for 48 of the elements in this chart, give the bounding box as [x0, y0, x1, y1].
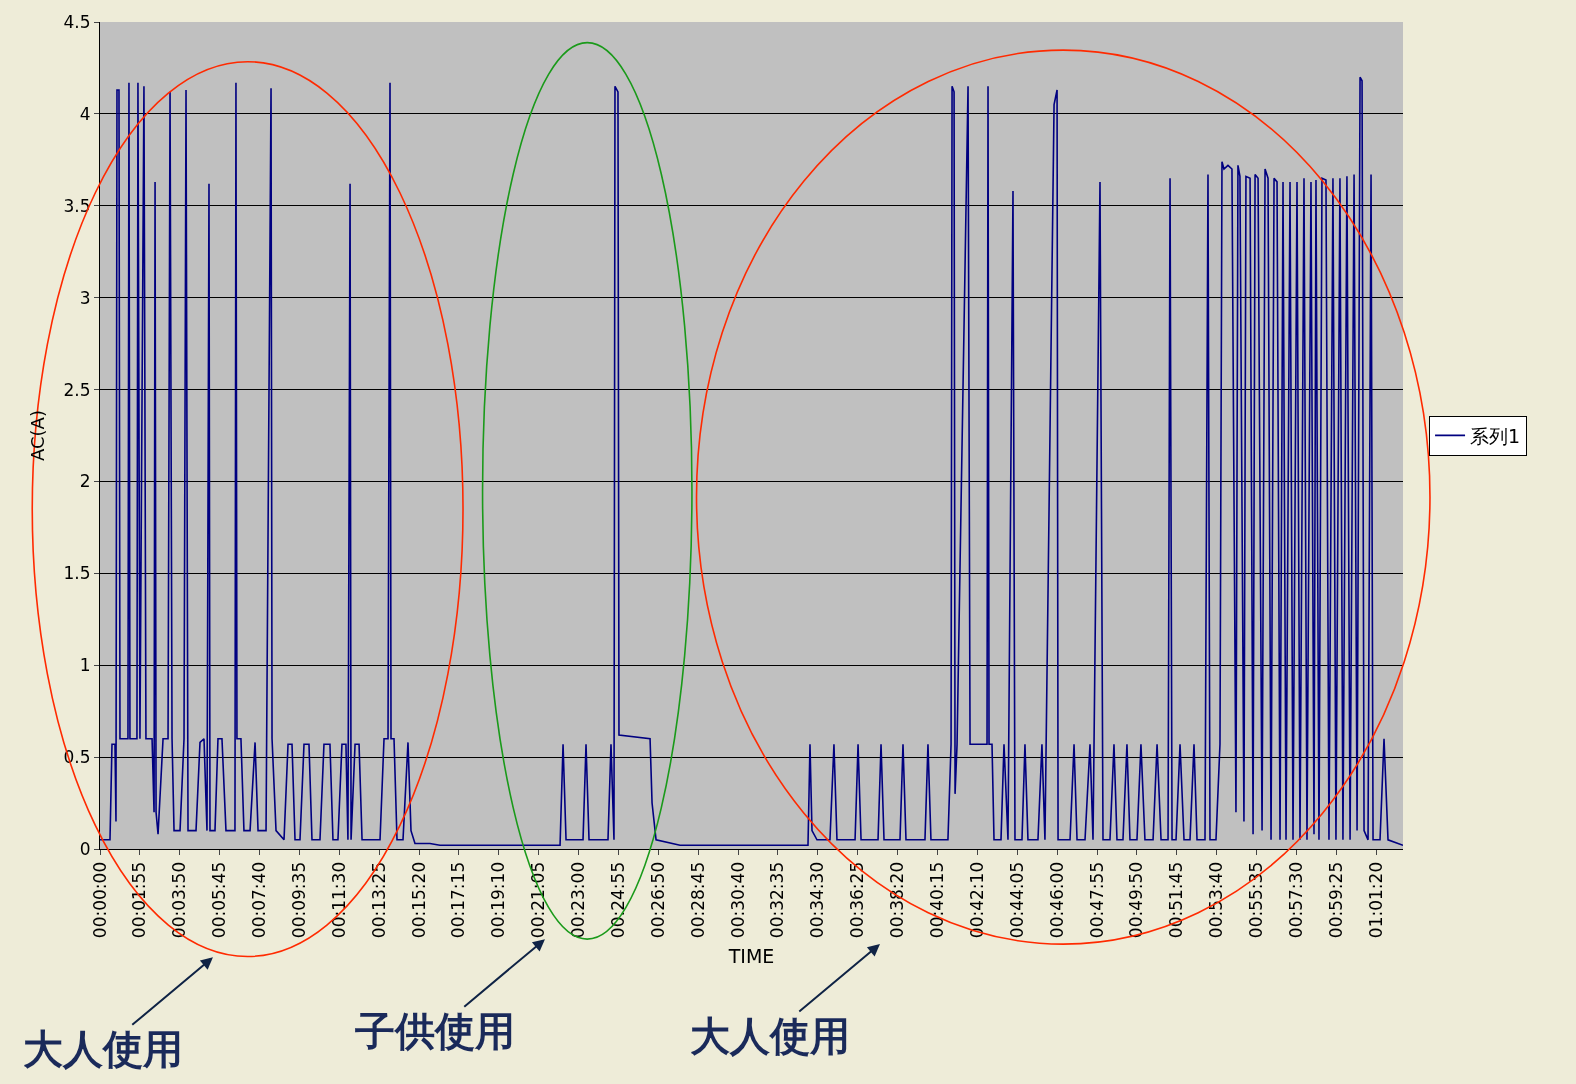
x-tick-label: 00:55:35 — [1246, 861, 1267, 939]
y-axis-title: AC(A) — [26, 410, 48, 461]
x-tick-label: 00:59:25 — [1325, 861, 1346, 939]
x-axis-title: TIME — [727, 944, 775, 967]
x-tick-label: 00:49:50 — [1126, 861, 1147, 939]
y-tick-label: 4.5 — [63, 11, 91, 32]
y-tick-label: 4 — [79, 103, 91, 124]
x-tick-label: 00:03:50 — [169, 861, 190, 939]
x-tick-label: 00:01:55 — [129, 861, 150, 939]
x-tick-label: 00:38:20 — [887, 861, 908, 939]
text: 大人使用 — [690, 1013, 850, 1059]
x-tick-label: 00:36:25 — [847, 861, 868, 939]
x-tick-label: 00:44:05 — [1006, 861, 1027, 939]
x-tick-label: 00:53:40 — [1206, 861, 1227, 939]
x-tick-label: 00:09:35 — [288, 861, 309, 939]
y-tick-label: 3 — [79, 287, 91, 308]
x-tick-label: 00:24:55 — [607, 861, 628, 939]
x-tick-label: 00:11:30 — [328, 861, 349, 939]
x-tick-label: 00:42:10 — [966, 861, 987, 939]
y-tick-label: 3.5 — [63, 195, 91, 216]
x-tick-label: 00:07:40 — [249, 861, 270, 939]
x-tick-label: 00:21:05 — [528, 861, 549, 939]
x-tick-label: 00:51:45 — [1166, 861, 1187, 939]
y-tick-label: 2 — [79, 471, 91, 492]
x-tick-label: 00:46:00 — [1046, 861, 1067, 939]
x-tick-label: 00:40:15 — [927, 861, 948, 939]
x-tick-label: 01:01:20 — [1365, 861, 1386, 939]
x-tick-label: 00:15:20 — [408, 861, 429, 939]
x-tick-label: 00:57:30 — [1285, 861, 1306, 939]
y-tick-label: 1 — [79, 655, 91, 676]
x-tick-label: 00:05:45 — [209, 861, 230, 939]
x-tick-label: 00:19:10 — [488, 861, 509, 939]
y-tick-label: 0 — [79, 838, 91, 859]
x-tick-label: 00:28:45 — [687, 861, 708, 939]
x-tick-label: 00:47:55 — [1086, 861, 1107, 939]
x-tick-label: 00:32:35 — [767, 861, 788, 939]
x-tick-label: 00:26:50 — [647, 861, 668, 939]
x-tick-label: 00:34:30 — [807, 861, 828, 939]
legend-label: 系列1 — [1470, 424, 1521, 447]
y-tick-label: 2.5 — [63, 379, 91, 400]
x-tick-label: 00:30:40 — [727, 861, 748, 939]
x-tick-label: 00:17:15 — [448, 861, 469, 939]
text: 子供使用 — [354, 1008, 515, 1054]
text: 大人使用 — [23, 1026, 183, 1072]
x-tick-label: 00:00:00 — [89, 861, 110, 939]
x-tick-label: 00:13:25 — [368, 861, 389, 939]
y-tick-label: 1.5 — [63, 563, 91, 584]
x-tick-label: 00:23:00 — [568, 861, 589, 939]
